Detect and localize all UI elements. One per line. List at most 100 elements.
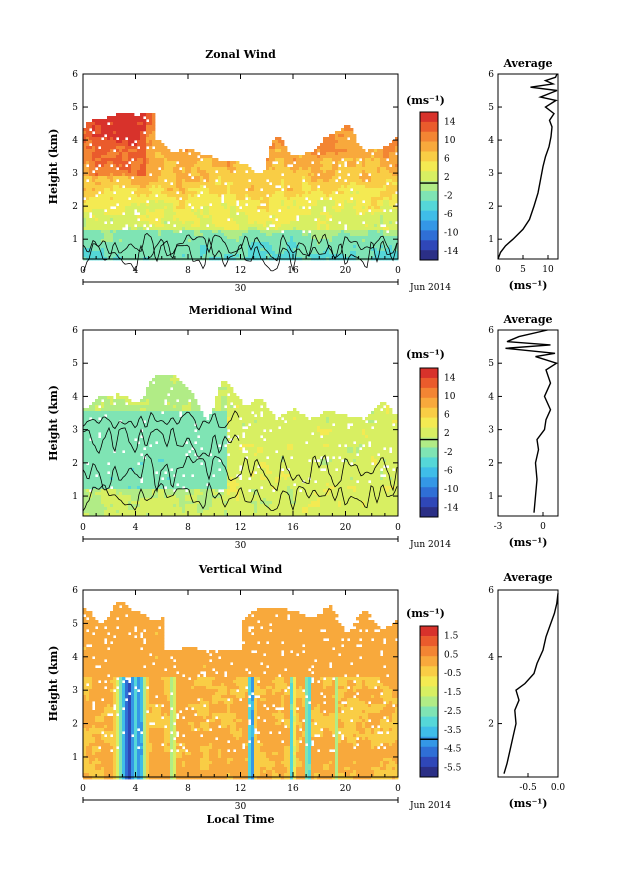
heatmap-cell <box>377 191 381 195</box>
heatmap-cell <box>221 248 225 252</box>
heatmap-cell <box>377 152 381 156</box>
heatmap-cell <box>128 411 132 415</box>
heatmap-cell <box>275 212 279 216</box>
heatmap-cell <box>365 167 369 171</box>
heatmap-cell <box>83 233 87 237</box>
heatmap-cell <box>149 402 153 406</box>
heatmap-cell <box>125 221 129 225</box>
heatmap-cell <box>131 501 135 505</box>
heatmap-cell <box>233 200 237 204</box>
heatmap-cell <box>290 176 294 180</box>
heatmap-cell <box>119 218 123 222</box>
heatmap-cell <box>287 236 291 240</box>
heatmap-cell <box>98 429 102 433</box>
heatmap-cell <box>92 453 96 457</box>
heatmap-cell <box>110 203 114 207</box>
heatmap-cell <box>305 173 309 177</box>
heatmap-cell <box>116 176 120 180</box>
heatmap-cell <box>257 221 261 225</box>
heatmap-cell <box>296 191 300 195</box>
heatmap-cell <box>116 122 120 126</box>
heatmap-cell <box>137 459 141 463</box>
heatmap-cell <box>152 218 156 222</box>
heatmap-cell <box>209 251 213 255</box>
heatmap-cell <box>308 191 312 195</box>
heatmap-cell <box>245 191 249 195</box>
heatmap-cell <box>230 215 234 219</box>
heatmap-cell <box>221 227 225 231</box>
heatmap-cell <box>119 414 123 418</box>
heatmap-cell <box>116 432 120 436</box>
heatmap-cell <box>260 209 264 213</box>
x-tick-label: 12 <box>235 266 246 276</box>
heatmap-cell <box>140 221 144 225</box>
heatmap-cell <box>326 248 330 252</box>
heatmap-cell <box>152 125 156 129</box>
heatmap-cell <box>272 152 276 156</box>
heatmap-cell <box>221 233 225 237</box>
heatmap-cell <box>95 405 99 409</box>
heatmap-cell <box>251 212 255 216</box>
heatmap-cell <box>278 239 282 243</box>
heatmap-cell <box>185 251 189 255</box>
heatmap-cell <box>161 206 165 210</box>
heatmap-cell <box>284 146 288 150</box>
heatmap-cell <box>113 441 117 445</box>
heatmap-cell <box>266 164 270 168</box>
heatmap-cell <box>332 233 336 237</box>
heatmap-cell <box>311 227 315 231</box>
heatmap-cell <box>158 146 162 150</box>
heatmap-cell <box>335 227 339 231</box>
heatmap-cell <box>218 221 222 225</box>
heatmap-cell <box>119 182 123 186</box>
heatmap-cell <box>275 158 279 162</box>
heatmap-cell <box>92 125 96 129</box>
heatmap-cell <box>251 200 255 204</box>
heatmap-cell <box>224 203 228 207</box>
heatmap-cell <box>347 194 351 198</box>
heatmap-cell <box>152 426 156 430</box>
heatmap-cell <box>239 242 243 246</box>
heatmap-cell <box>86 125 90 129</box>
heatmap-cell <box>128 236 132 240</box>
heatmap-cell <box>257 203 261 207</box>
heatmap-cell <box>137 122 141 126</box>
heatmap-cell <box>137 194 141 198</box>
heatmap-cell <box>140 471 144 475</box>
heatmap-cell <box>146 480 150 484</box>
heatmap-cell <box>278 155 282 159</box>
heatmap-cell <box>332 176 336 180</box>
heatmap-cell <box>209 218 213 222</box>
heatmap-cell <box>98 483 102 487</box>
heatmap-cell <box>116 251 120 255</box>
heatmap-cell <box>326 212 330 216</box>
heatmap-cell <box>347 245 351 249</box>
heatmap-cell <box>200 209 204 213</box>
heatmap-cell <box>206 239 210 243</box>
heatmap-cells <box>83 113 399 261</box>
heatmap-cell <box>395 212 399 216</box>
heatmap-cell <box>347 158 351 162</box>
heatmap-cell <box>269 149 273 153</box>
heatmap-cell <box>344 149 348 153</box>
heatmap-cell <box>248 185 252 189</box>
heatmap-cell <box>344 143 348 147</box>
heatmap-cell <box>350 137 354 141</box>
heatmap-cell <box>200 194 204 198</box>
heatmap-cell <box>104 432 108 436</box>
heatmap-cell <box>350 140 354 144</box>
heatmap-cell <box>368 200 372 204</box>
heatmap-cell <box>188 233 192 237</box>
heatmap-cell <box>329 143 333 147</box>
heatmap-cell <box>344 206 348 210</box>
heatmap-cell <box>95 432 99 436</box>
heatmap-cell <box>167 167 171 171</box>
heatmap-cell <box>230 173 234 177</box>
heatmap-cell <box>83 462 87 466</box>
heatmap-cell <box>182 218 186 222</box>
heatmap-cell <box>125 206 129 210</box>
heatmap-cell <box>374 158 378 162</box>
heatmap-cell <box>182 158 186 162</box>
heatmap-cell <box>89 414 93 418</box>
heatmap-cell <box>272 236 276 240</box>
